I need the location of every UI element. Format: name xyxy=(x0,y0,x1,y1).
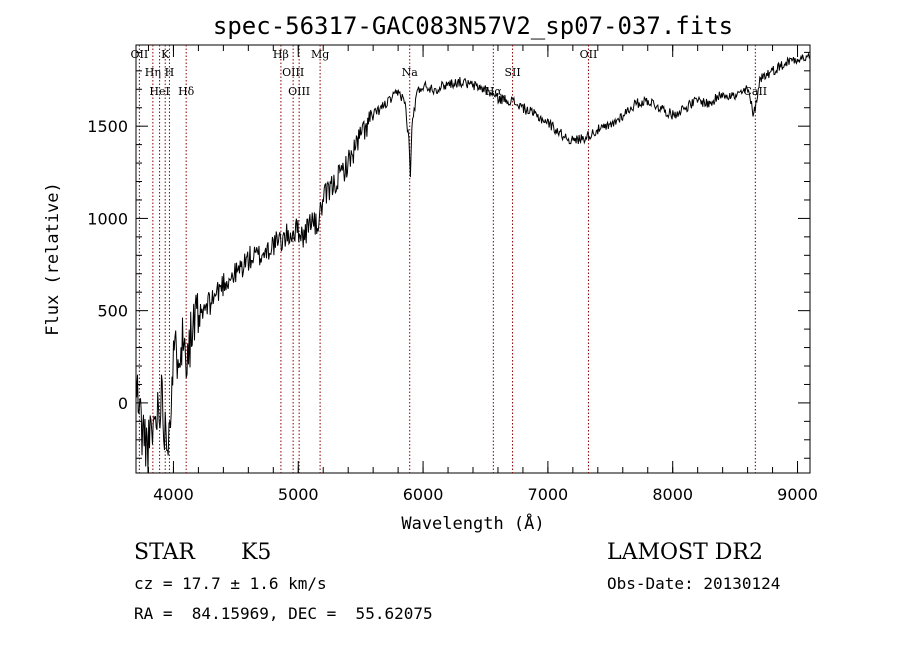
emission-line-label: SII xyxy=(504,66,520,79)
y-tick-label: 0 xyxy=(118,394,128,413)
spectrum-line-group xyxy=(135,52,811,474)
y-tick-label: 1000 xyxy=(87,209,128,228)
coordinates-line: RA = 84.15969, DEC = 55.62075 xyxy=(134,604,433,623)
subclass-label: K5 xyxy=(241,540,272,565)
class-label: STAR xyxy=(134,540,195,565)
survey-label: LAMOST DR2 xyxy=(607,540,763,565)
x-tick-label: 8000 xyxy=(652,485,693,504)
x-tick-label: 5000 xyxy=(278,485,319,504)
emission-line-label: HeI xyxy=(149,85,169,98)
emission-line-label: OII xyxy=(580,48,598,61)
obs-date: Obs-Date: 20130124 xyxy=(607,574,781,593)
y-axis: 0 500 1000 1500 xyxy=(87,51,810,459)
emission-line-label: Mg xyxy=(311,48,329,61)
spectrum-line xyxy=(135,52,811,474)
emission-line-label: Hη xyxy=(145,66,161,79)
y-tick-label: 1500 xyxy=(87,117,128,136)
emission-line-label: K xyxy=(161,48,170,61)
emission-line-label: Na xyxy=(402,66,419,79)
y-axis-label: Flux (relative) xyxy=(43,182,63,336)
x-axis-label: Wavelength (Å) xyxy=(401,512,544,534)
x-tick-label: 9000 xyxy=(777,485,818,504)
chart-title: spec-56317-GAC083N57V2_sp07-037.fits xyxy=(213,12,733,40)
x-axis: 4000 5000 6000 7000 8000 9000 xyxy=(147,45,818,504)
y-tick-label: 500 xyxy=(97,302,128,321)
emission-line-label: Hβ xyxy=(273,48,289,61)
x-tick-label: 7000 xyxy=(528,485,569,504)
plot-area xyxy=(135,44,811,474)
emission-line-label: OII xyxy=(131,48,149,61)
emission-line-label: OIII xyxy=(282,66,304,79)
plot-frame xyxy=(135,44,811,474)
redshift-line: cz = 17.7 ± 1.6 km/s xyxy=(134,574,327,593)
emission-line-label: Hδ xyxy=(178,85,195,98)
x-tick-label: 6000 xyxy=(403,485,444,504)
emission-line-label: OIII xyxy=(288,85,310,98)
x-tick-label: 4000 xyxy=(153,485,194,504)
emission-line-label: H xyxy=(165,66,175,79)
